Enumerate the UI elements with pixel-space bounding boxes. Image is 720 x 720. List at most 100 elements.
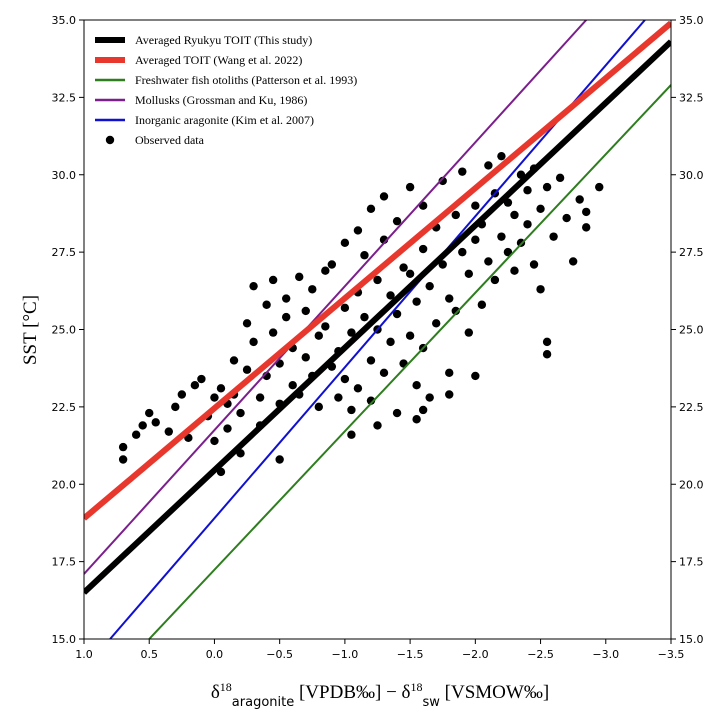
observed-point-60 [353,384,363,393]
observed-point-19 [229,356,239,365]
observed-point-36 [281,312,291,322]
observed-point-138 [347,430,356,439]
observed-point-4 [145,408,154,418]
observed-point-90 [438,260,447,269]
observed-point-123 [542,337,552,347]
x-label-sup-1: 18 [220,680,232,694]
observed-point-71 [386,337,395,347]
observed-point-82 [412,297,421,306]
y-tick-label-left-1: 17.5 [52,556,77,569]
series-line-3 [84,20,587,575]
observed-point-73 [392,408,402,418]
y-tick-label-left-6: 30.0 [52,169,77,182]
observed-point-127 [562,213,571,223]
observed-point-56 [347,328,356,337]
x-tick-label-7: −2.5 [527,648,554,661]
observed-point-6 [164,427,173,436]
observed-point-31 [268,275,278,285]
observed-point-20 [236,408,245,418]
observed-point-94 [451,210,460,220]
y-tick-label-left-4: 25.0 [52,324,77,337]
observed-point-130 [582,207,591,217]
observed-point-86 [425,281,434,291]
y-axis-label: SST [°C] [20,295,41,365]
observed-point-106 [490,275,500,285]
observed-point-29 [262,300,271,309]
observed-point-109 [497,151,506,161]
x-label-unit-1: [VPDB‰] − [294,682,401,703]
observed-point-92 [445,294,454,303]
legend-swatch-observed [105,135,115,145]
observed-point-70 [379,192,389,201]
observed-point-66 [373,275,382,285]
observed-point-41 [301,306,310,316]
observed-point-46 [314,402,323,412]
x-label-delta-1: δ [211,682,220,703]
observed-point-5 [151,418,160,427]
x-tick-label-5: −1.5 [397,648,424,661]
observed-point-52 [334,393,343,402]
observed-point-27 [255,393,265,402]
observed-point-10 [190,381,200,390]
legend-label-1: Averaged TOIT (Wang et al. 2022) [135,53,302,67]
y-tick-label-left-0: 15.0 [52,633,77,646]
x-tick-label-3: −0.5 [266,648,293,661]
observed-point-55 [340,238,350,248]
observed-point-96 [458,247,467,257]
observed-point-7 [171,402,180,412]
series-line-2 [148,84,671,639]
x-tick-label-0: 1.0 [75,648,93,661]
observed-point-8 [177,390,187,399]
observed-point-137 [373,421,382,430]
observed-point-54 [340,374,350,384]
observed-point-0 [118,455,128,464]
y-tick-label-left-5: 27.5 [52,246,77,259]
observed-point-101 [471,235,480,244]
observed-point-64 [366,396,376,405]
observed-point-13 [210,436,219,446]
observed-point-15 [216,384,226,393]
legend-label-4: Inorganic aragonite (Kim et al. 2007) [135,113,314,127]
y-tick-label-right-3: 22.5 [679,401,704,414]
legend-label-2: Freshwater fish otoliths (Patterson et a… [135,73,357,87]
observed-point-47 [321,266,330,275]
observed-point-77 [399,263,408,272]
observed-point-48 [321,322,330,331]
observed-point-120 [536,204,545,213]
observed-point-124 [542,350,552,359]
x-label-delta-2: δ [402,682,411,703]
observed-point-122 [542,182,552,192]
observed-point-118 [529,260,539,269]
observed-point-74 [392,309,402,319]
observed-point-108 [497,232,506,241]
y-tick-label-right-7: 32.5 [679,91,704,104]
observed-point-17 [223,424,232,433]
observed-point-121 [536,285,545,294]
x-label-sup-2: 18 [411,680,423,694]
observed-point-132 [595,182,604,192]
observed-point-11 [197,374,206,384]
x-tick-label-9: −3.5 [658,648,685,661]
tick-layer: 1.0 0.5 0.0 −0.5 −1.0 −1.5 −2.0 −2.5 −3.0 −3.5 15.… [52,14,704,661]
observed-point-100 [471,201,480,210]
observed-point-24 [249,337,258,347]
observed-point-62 [360,251,369,260]
observed-point-98 [464,269,474,278]
observed-point-65 [366,204,376,213]
y-tick-label-right-4: 25.0 [679,324,704,337]
observed-point-42 [301,353,310,362]
y-tick-label-right-0: 15.0 [679,633,704,646]
observed-point-57 [347,405,356,415]
observed-point-93 [445,368,454,378]
observed-point-91 [438,176,447,186]
observed-point-63 [366,356,376,365]
y-tick-label-right-5: 27.5 [679,246,704,259]
observed-point-22 [242,365,252,374]
observed-point-39 [295,272,304,282]
observed-point-136 [445,390,454,399]
observed-point-45 [314,331,323,340]
observed-point-104 [484,161,493,170]
legend-label-0: Averaged Ryukyu TOIT (This study) [135,33,312,47]
observed-point-3 [138,421,147,430]
